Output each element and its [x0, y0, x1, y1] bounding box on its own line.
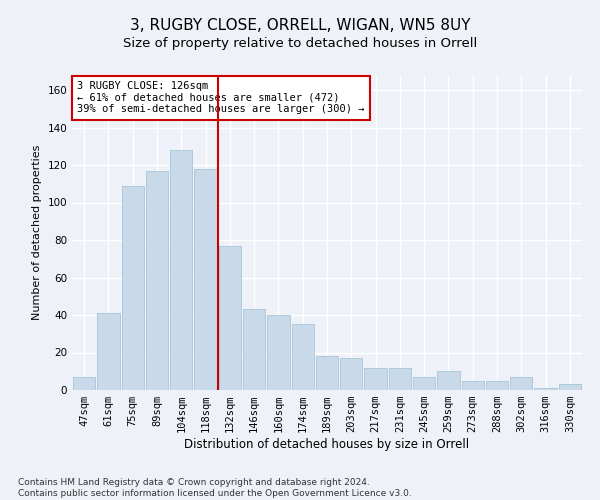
- Bar: [218, 246, 241, 390]
- Bar: [340, 358, 362, 390]
- Bar: [510, 377, 532, 390]
- Bar: [97, 313, 119, 390]
- Bar: [194, 169, 217, 390]
- Bar: [170, 150, 193, 390]
- Text: 3 RUGBY CLOSE: 126sqm
← 61% of detached houses are smaller (472)
39% of semi-det: 3 RUGBY CLOSE: 126sqm ← 61% of detached …: [77, 82, 365, 114]
- Text: 3, RUGBY CLOSE, ORRELL, WIGAN, WN5 8UY: 3, RUGBY CLOSE, ORRELL, WIGAN, WN5 8UY: [130, 18, 470, 32]
- Bar: [316, 356, 338, 390]
- X-axis label: Distribution of detached houses by size in Orrell: Distribution of detached houses by size …: [184, 438, 470, 451]
- Bar: [389, 368, 411, 390]
- Bar: [73, 377, 95, 390]
- Text: Contains HM Land Registry data © Crown copyright and database right 2024.
Contai: Contains HM Land Registry data © Crown c…: [18, 478, 412, 498]
- Bar: [486, 380, 508, 390]
- Bar: [437, 371, 460, 390]
- Bar: [413, 377, 436, 390]
- Y-axis label: Number of detached properties: Number of detached properties: [32, 145, 42, 320]
- Bar: [146, 170, 168, 390]
- Bar: [364, 368, 387, 390]
- Bar: [122, 186, 144, 390]
- Bar: [535, 388, 557, 390]
- Bar: [267, 315, 290, 390]
- Bar: [292, 324, 314, 390]
- Bar: [243, 310, 265, 390]
- Bar: [559, 384, 581, 390]
- Bar: [461, 380, 484, 390]
- Text: Size of property relative to detached houses in Orrell: Size of property relative to detached ho…: [123, 38, 477, 51]
